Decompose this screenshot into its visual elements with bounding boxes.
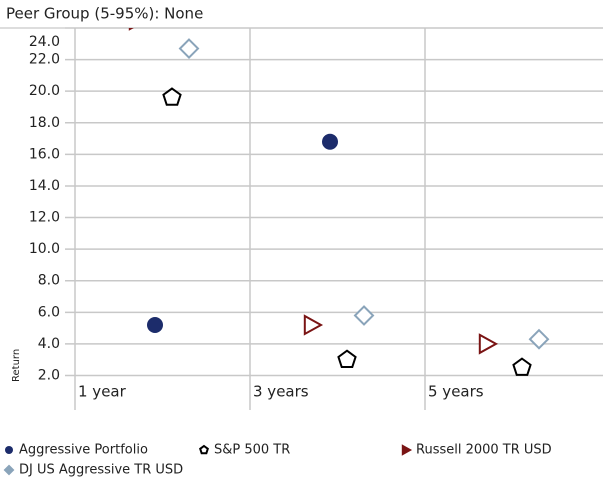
x-tick-label: 3 years — [253, 383, 309, 401]
y-tick-label: 18.0 — [29, 115, 60, 131]
data-point — [478, 333, 499, 355]
y-axis-label: Return — [11, 349, 22, 382]
x-tick-label: 5 years — [428, 383, 484, 401]
y-tick-label: 12.0 — [29, 210, 60, 226]
data-point — [353, 305, 375, 326]
data-point — [128, 28, 134, 31]
legend-marker — [5, 446, 13, 454]
y-tick-label: 14.0 — [29, 178, 60, 194]
data-point — [337, 349, 357, 369]
data-point — [528, 328, 550, 350]
y-tick-label: 6.0 — [38, 304, 60, 320]
y-tick-label: 16.0 — [29, 146, 60, 162]
y-tick-label: 4.0 — [38, 336, 60, 352]
y-tick-label: 22.0 — [29, 52, 60, 68]
legend-marker — [3, 464, 15, 476]
data-point — [303, 314, 324, 336]
y-tick-label: 8.0 — [38, 273, 60, 289]
legend-marker — [199, 444, 209, 455]
y-tick-label: 10.0 — [29, 241, 60, 257]
data-point — [147, 316, 163, 333]
y-tick-label: 20.0 — [29, 83, 60, 99]
data-point — [162, 87, 182, 106]
y-tick-label: 24.0 — [29, 34, 60, 50]
legend-label: DJ US Aggressive TR USD — [19, 463, 183, 478]
legend-label: Russell 2000 TR USD — [416, 443, 552, 458]
legend-label: Aggressive Portfolio — [19, 443, 148, 458]
data-point — [512, 357, 532, 376]
data-point — [322, 133, 338, 150]
x-tick-label: 1 year — [78, 383, 127, 401]
data-point — [178, 38, 200, 59]
legend-marker — [401, 444, 413, 456]
chart-title: Peer Group (5-95%): None — [6, 5, 203, 23]
legend-label: S&P 500 TR — [214, 443, 290, 458]
y-tick-label: 2.0 — [38, 368, 60, 384]
